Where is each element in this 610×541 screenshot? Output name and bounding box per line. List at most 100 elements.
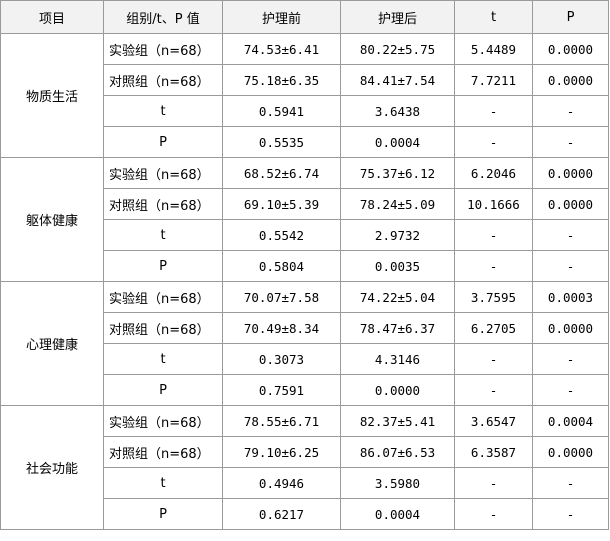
group-cell: t <box>103 467 223 499</box>
header-t: t <box>454 0 533 34</box>
item-cell: 躯体健康 <box>0 157 104 282</box>
header-item: 项目 <box>0 0 104 34</box>
table-row: 物质生活 实验组（n=68） 74.53±6.41 80.22±5.75 5.4… <box>0 33 609 158</box>
table-row: P 0.6217 0.0004 - - <box>1 498 609 530</box>
after-cell: 84.41±7.54 <box>340 64 455 96</box>
after-cell: 3.5980 <box>340 467 455 499</box>
after-cell: 0.0000 <box>340 374 455 406</box>
t-cell: 5.4489 <box>454 33 533 65</box>
t-cell: 10.1666 <box>454 188 533 220</box>
t-cell: - <box>454 219 533 251</box>
t-cell: 6.3587 <box>454 436 533 468</box>
p-cell: 0.0000 <box>532 157 609 189</box>
table-header: 项目 组别/t、P 值 护理前 护理后 t P <box>0 0 609 34</box>
t-cell: 3.6547 <box>454 405 533 437</box>
p-cell: 0.0003 <box>532 281 609 313</box>
after-cell: 78.47±6.37 <box>340 312 455 344</box>
p-cell: - <box>532 219 609 251</box>
p-cell: - <box>532 467 609 499</box>
t-cell: 6.2705 <box>454 312 533 344</box>
group-cell: 实验组（n=68） <box>103 405 223 437</box>
before-cell: 75.18±6.35 <box>222 64 341 96</box>
before-cell: 74.53±6.41 <box>222 33 341 65</box>
group-cell: 对照组（n=68） <box>103 188 223 220</box>
before-cell: 68.52±6.74 <box>222 157 341 189</box>
header-before: 护理前 <box>222 0 341 34</box>
group-cell: P <box>103 126 223 158</box>
after-cell: 80.22±5.75 <box>340 33 455 65</box>
t-cell: - <box>454 250 533 282</box>
after-cell: 86.07±6.53 <box>340 436 455 468</box>
group-cell: 对照组（n=68） <box>103 312 223 344</box>
p-cell: 0.0000 <box>532 312 609 344</box>
before-cell: 0.5941 <box>222 95 341 127</box>
after-cell: 75.37±6.12 <box>340 157 455 189</box>
p-cell: - <box>532 250 609 282</box>
group-cell: 实验组（n=68） <box>103 157 223 189</box>
t-cell: - <box>454 467 533 499</box>
after-cell: 2.9732 <box>340 219 455 251</box>
table-row: 心理健康 实验组（n=68） 70.07±7.58 74.22±5.04 3.7… <box>0 281 609 406</box>
before-cell: 79.10±6.25 <box>222 436 341 468</box>
t-cell: - <box>454 343 533 375</box>
t-cell: 3.7595 <box>454 281 533 313</box>
before-cell: 78.55±6.71 <box>222 405 341 437</box>
table-row: P 0.5535 0.0004 - - <box>1 126 609 158</box>
after-cell: 82.37±5.41 <box>340 405 455 437</box>
table-row: 躯体健康 实验组（n=68） 68.52±6.74 75.37±6.12 6.2… <box>0 157 609 282</box>
t-cell: - <box>454 126 533 158</box>
header-after: 护理后 <box>340 0 455 34</box>
group-cell: P <box>103 250 223 282</box>
t-cell: 7.7211 <box>454 64 533 96</box>
before-cell: 70.49±8.34 <box>222 312 341 344</box>
p-cell: - <box>532 95 609 127</box>
before-cell: 69.10±5.39 <box>222 188 341 220</box>
p-cell: 0.0000 <box>532 188 609 220</box>
p-cell: 0.0000 <box>532 64 609 96</box>
before-cell: 0.4946 <box>222 467 341 499</box>
group-cell: 实验组（n=68） <box>103 33 223 65</box>
group-cell: 对照组（n=68） <box>103 436 223 468</box>
after-cell: 78.24±5.09 <box>340 188 455 220</box>
group-cell: P <box>103 498 223 530</box>
before-cell: 0.5542 <box>222 219 341 251</box>
before-cell: 0.3073 <box>222 343 341 375</box>
data-table: 项目 组别/t、P 值 护理前 护理后 t P 物质生活 实验组（n=68） 7… <box>0 0 609 530</box>
table-row: t 0.3073 4.3146 - - <box>1 343 609 375</box>
before-cell: 70.07±7.58 <box>222 281 341 313</box>
table-row: 对照组（n=68） 75.18±6.35 84.41±7.54 7.7211 0… <box>1 64 609 96</box>
after-cell: 0.0004 <box>340 498 455 530</box>
after-cell: 74.22±5.04 <box>340 281 455 313</box>
item-cell: 社会功能 <box>0 405 104 530</box>
p-cell: 0.0004 <box>532 405 609 437</box>
item-cell: 物质生活 <box>0 33 104 158</box>
p-cell: - <box>532 126 609 158</box>
p-cell: 0.0000 <box>532 436 609 468</box>
t-cell: - <box>454 374 533 406</box>
before-cell: 0.5804 <box>222 250 341 282</box>
group-cell: 实验组（n=68） <box>103 281 223 313</box>
before-cell: 0.7591 <box>222 374 341 406</box>
after-cell: 3.6438 <box>340 95 455 127</box>
header-p: P <box>532 0 609 34</box>
header-row: 项目 组别/t、P 值 护理前 护理后 t P <box>0 0 609 34</box>
after-cell: 0.0035 <box>340 250 455 282</box>
after-cell: 4.3146 <box>340 343 455 375</box>
after-cell: 0.0004 <box>340 126 455 158</box>
p-cell: - <box>532 374 609 406</box>
p-cell: 0.0000 <box>532 33 609 65</box>
table-row: t 0.5941 3.6438 - - <box>1 95 609 127</box>
t-cell: - <box>454 95 533 127</box>
group-cell: P <box>103 374 223 406</box>
table-row: 社会功能 实验组（n=68） 78.55±6.71 82.37±5.41 3.6… <box>0 405 609 530</box>
before-cell: 0.5535 <box>222 126 341 158</box>
table-body: 物质生活 实验组（n=68） 74.53±6.41 80.22±5.75 5.4… <box>0 33 609 530</box>
t-cell: - <box>454 498 533 530</box>
t-cell: 6.2046 <box>454 157 533 189</box>
group-cell: t <box>103 219 223 251</box>
table-row: 对照组（n=68） 79.10±6.25 86.07±6.53 6.3587 0… <box>1 436 609 468</box>
item-cell: 心理健康 <box>0 281 104 406</box>
p-cell: - <box>532 498 609 530</box>
table-row: P 0.7591 0.0000 - - <box>1 374 609 406</box>
group-cell: t <box>103 95 223 127</box>
